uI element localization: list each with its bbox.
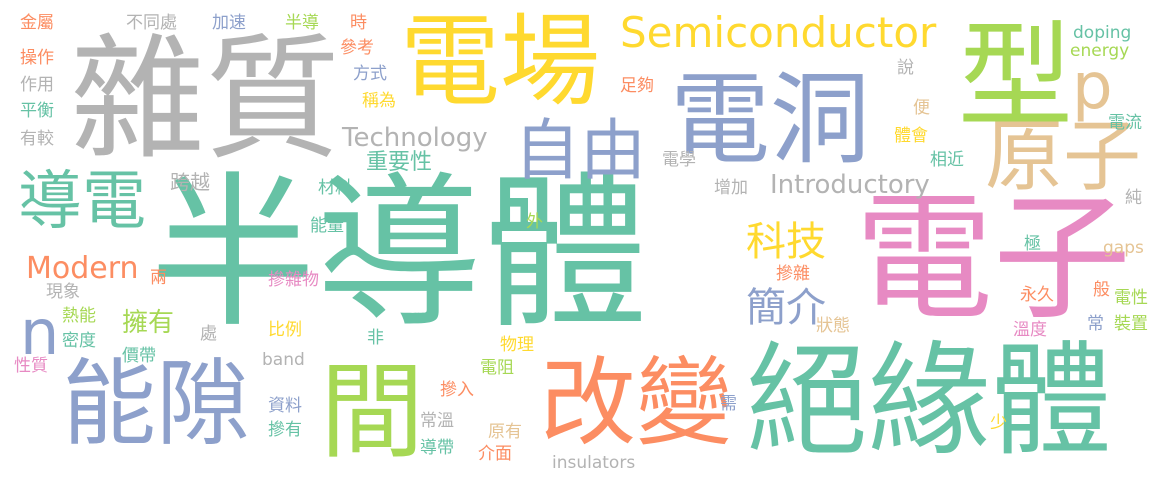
word-operate: 操作 xyxy=(20,48,54,68)
word-state: 狀態 xyxy=(816,316,850,336)
word-room-temp: 常溫 xyxy=(420,411,454,431)
word-electric-field: 電場 xyxy=(400,3,600,120)
word-energy-zh: 能量 xyxy=(310,216,344,236)
word-cross: 跨越 xyxy=(170,170,210,194)
word-dope-in: 摻入 xyxy=(440,380,474,400)
word-often: 常 xyxy=(1087,314,1104,334)
word-technology: Technology xyxy=(342,123,488,153)
word-general: 般 xyxy=(1093,280,1110,300)
word-electricity: 電學 xyxy=(662,150,696,170)
word-interface: 介面 xyxy=(478,444,512,464)
word-doped-with: 摻有 xyxy=(268,420,302,440)
word-insulators: insulators xyxy=(552,453,636,473)
word-increase: 增加 xyxy=(714,178,748,198)
word-difference: 不同處 xyxy=(126,13,177,33)
word-dopant: 摻雜物 xyxy=(268,270,319,290)
word-material: 材料 xyxy=(318,178,352,198)
word-pure: 純 xyxy=(1125,188,1142,208)
word-experience: 體會 xyxy=(894,126,928,146)
word-doping: doping xyxy=(1073,23,1132,43)
word-say: 說 xyxy=(897,58,914,78)
word-data: 資料 xyxy=(268,396,302,416)
word-outside: 外 xyxy=(526,212,543,232)
word-conduction-band: 導帶 xyxy=(420,438,454,458)
word-type: 型 xyxy=(958,10,1074,144)
word-p: p xyxy=(1072,50,1113,124)
word-reference: 參考 xyxy=(340,38,374,58)
word-valence-band: 價帶 xyxy=(122,346,156,366)
word-called: 稱為 xyxy=(362,91,396,111)
word-between: 間 xyxy=(320,351,425,473)
word-accelerate: 加速 xyxy=(212,13,246,33)
word-convenient: 便 xyxy=(913,98,930,118)
word-impurity: 雜質 xyxy=(70,21,340,178)
word-less: 少 xyxy=(990,413,1007,433)
word-similar: 相近 xyxy=(930,150,964,170)
word-change: 改變 xyxy=(540,347,732,459)
word-semi: 半導 xyxy=(285,13,319,33)
word-balance: 平衡 xyxy=(20,101,54,121)
word-introductory: Introductory xyxy=(770,170,930,200)
word-method: 方式 xyxy=(353,64,387,84)
word-effect: 作用 xyxy=(20,75,54,95)
word-thermal: 熱能 xyxy=(62,306,96,326)
word-doping-zh: 摻雜 xyxy=(776,264,810,284)
word-atom: 原子 xyxy=(985,112,1142,202)
word-electron: 電子 xyxy=(855,178,1132,339)
word-hole: 電洞 xyxy=(670,61,870,178)
word-density: 密度 xyxy=(62,331,96,351)
word-need: 需 xyxy=(720,394,737,414)
word-place: 處 xyxy=(200,324,217,344)
word-resistance: 電阻 xyxy=(480,358,514,378)
word-current: 電流 xyxy=(1108,113,1142,133)
word-possess: 擁有 xyxy=(122,308,175,338)
word-temperature: 溫度 xyxy=(1013,320,1047,340)
word-enough: 足夠 xyxy=(620,76,654,96)
word-more: 有較 xyxy=(20,129,54,149)
word-semiconductor-en: Semiconductor xyxy=(620,8,937,57)
word-metal: 金屬 xyxy=(20,13,54,33)
word-insulator: 絕緣體 xyxy=(746,330,1112,472)
word-modern: Modern xyxy=(26,251,139,286)
word-permanent: 永久 xyxy=(1020,285,1054,305)
word-when: 時 xyxy=(350,13,367,33)
word-gaps: gaps xyxy=(1103,238,1144,258)
word-conduct: 導電 xyxy=(18,165,146,239)
word-intro: 簡介 xyxy=(746,285,826,331)
word-original: 原有 xyxy=(488,422,522,442)
word-semiconductor-zh: 半導體 xyxy=(150,158,648,351)
word-band: band xyxy=(262,350,305,370)
word-property: 性質 xyxy=(14,356,48,376)
word-free: 自由 xyxy=(514,112,646,189)
word-non: 非 xyxy=(367,328,384,348)
word-importance: 重要性 xyxy=(366,150,433,175)
word-energy-en: energy xyxy=(1070,41,1130,61)
word-device: 裝置 xyxy=(1114,314,1148,334)
word-pole: 極 xyxy=(1024,234,1041,254)
word-phenomenon: 現象 xyxy=(46,282,80,302)
word-electric-prop: 電性 xyxy=(1114,288,1148,308)
word-two: 兩 xyxy=(150,268,167,288)
word-band-gap: 能隙 xyxy=(62,350,251,459)
word-physics: 物理 xyxy=(500,335,534,355)
word-ratio: 比例 xyxy=(268,320,302,340)
word-tech: 科技 xyxy=(746,219,826,265)
word-n: n xyxy=(20,296,60,369)
